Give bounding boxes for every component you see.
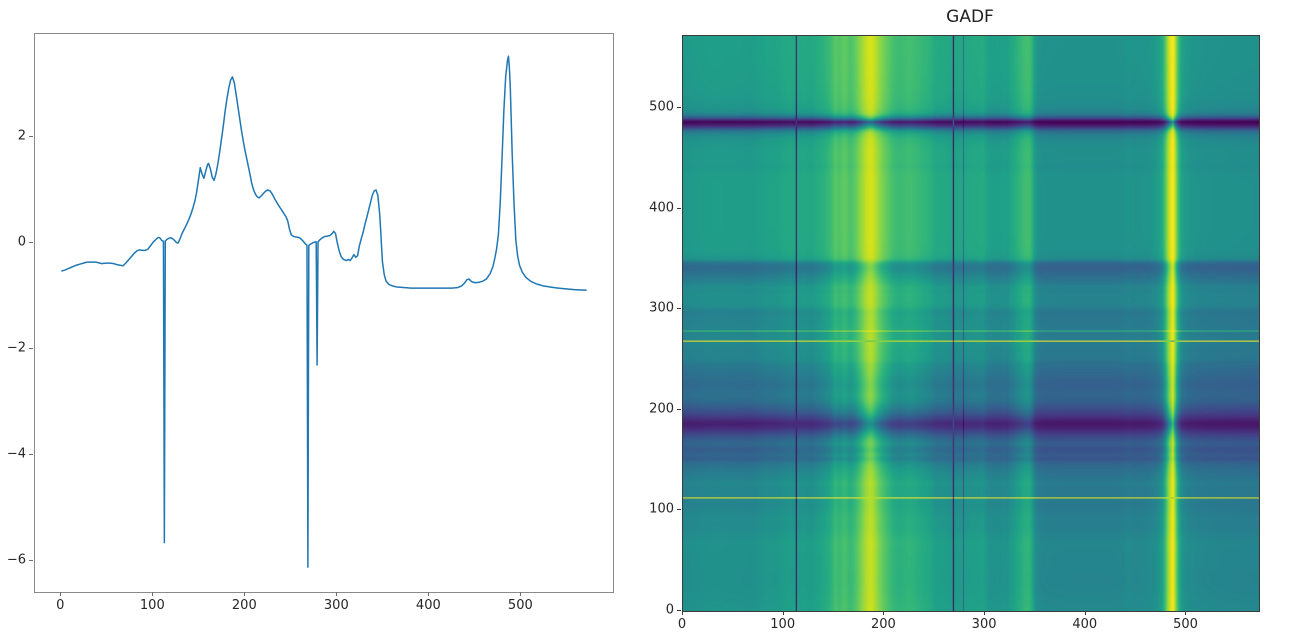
tick-mark [1185,611,1187,615]
tick-mark [883,611,885,615]
line-plot-curve [61,55,587,568]
tick-mark [677,107,681,109]
y-tick-label: 0 [17,234,26,250]
y-tick-label: 0 [665,602,674,618]
tick-mark [244,592,246,596]
tick-mark [782,611,784,615]
tick-mark [1084,611,1086,615]
signal-line [61,55,587,568]
tick-mark [677,610,681,611]
tick-mark [29,454,33,456]
tick-mark [29,135,33,137]
tick-mark [677,408,681,410]
tick-mark [677,308,681,310]
y-tick-label: 500 [649,99,674,115]
y-tick-label: 300 [649,300,674,316]
x-tick-label: 500 [507,598,533,613]
y-tick-label: −4 [6,446,26,462]
x-tick-label: 200 [231,598,257,613]
gadf-heatmap-axes [682,35,1260,612]
x-tick-label: 0 [56,598,65,613]
x-tick-label: 100 [770,617,796,632]
y-tick-label: 100 [649,501,674,517]
line-plot-axes [34,33,614,593]
x-tick-label: 0 [677,617,687,632]
tick-mark [677,207,681,209]
tick-mark [428,592,430,596]
tick-mark [152,592,154,596]
tick-mark [984,611,986,615]
tick-mark [60,592,62,596]
y-tick-label: 200 [649,401,674,417]
y-tick-label: 2 [17,128,26,144]
tick-mark [682,611,683,615]
x-tick-label: 200 [870,617,896,632]
x-tick-label: 100 [139,598,165,613]
x-tick-label: 400 [415,598,441,613]
tick-mark [29,560,33,562]
gadf-plot-title: GADF [946,7,994,27]
tick-mark [520,592,522,596]
x-tick-label: 300 [323,598,349,613]
tick-mark [29,348,33,350]
tick-mark [336,592,338,596]
tick-mark [677,509,681,511]
gadf-heatmap-image [683,36,1259,611]
y-tick-label: 400 [649,200,674,216]
y-tick-label: −6 [6,552,26,568]
x-tick-label: 300 [971,617,997,632]
x-tick-label: 400 [1072,617,1098,632]
y-tick-label: −2 [6,340,26,356]
x-tick-label: 500 [1173,617,1198,632]
tick-mark [29,241,33,243]
